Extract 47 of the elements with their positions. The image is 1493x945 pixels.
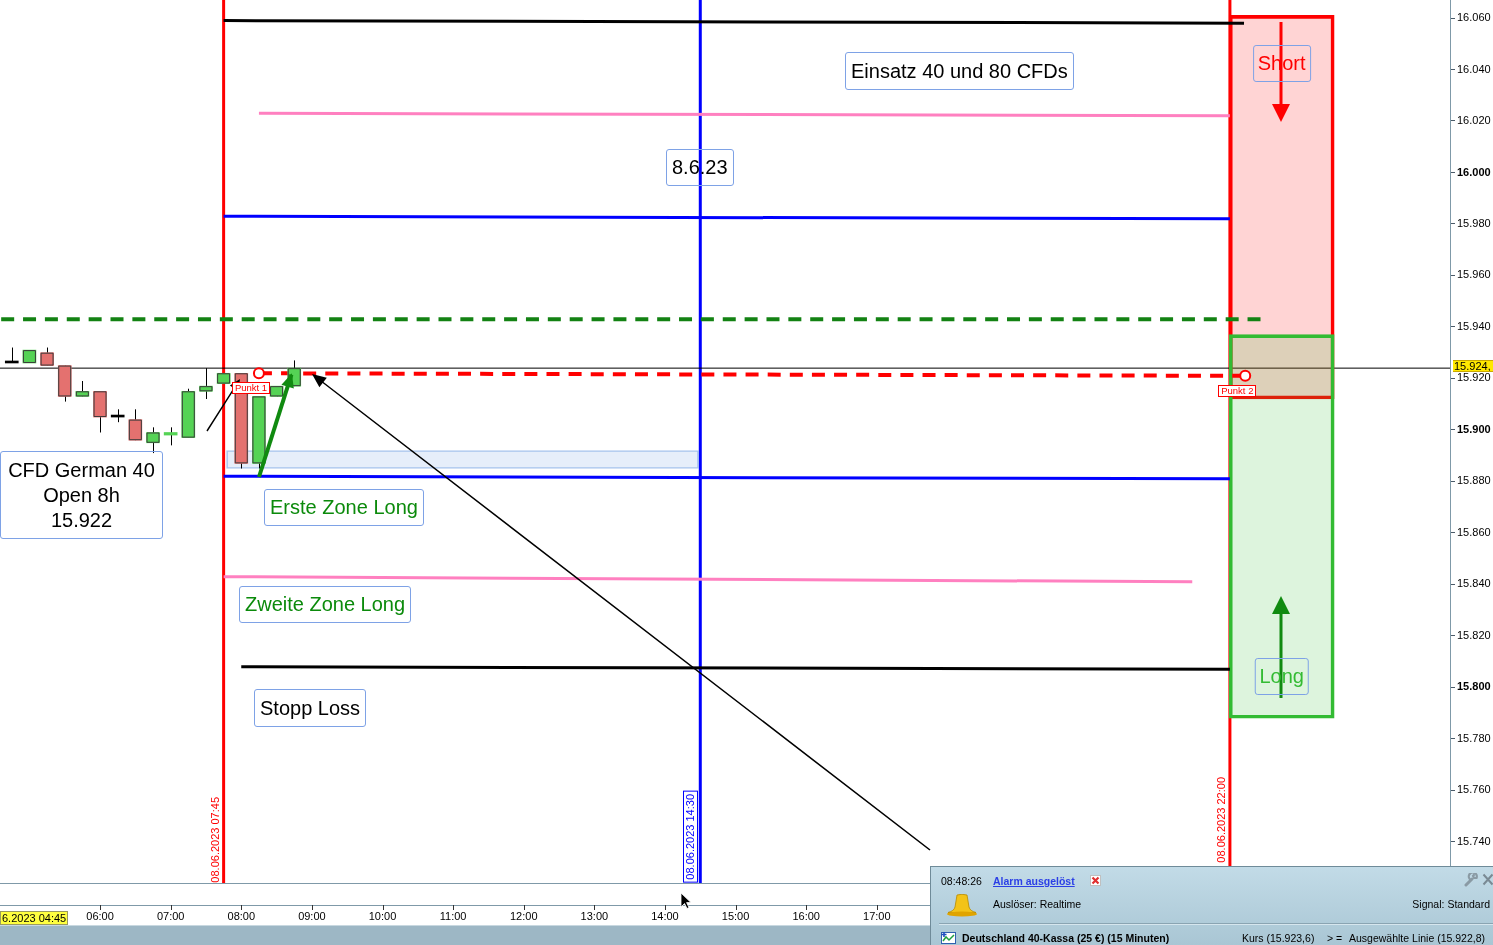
y-tick-label: 15.920 — [1457, 371, 1491, 384]
x-tick-label: 09:00 — [298, 909, 326, 922]
annotation: Punkt 2 — [1218, 384, 1257, 397]
y-tick-label: 15.880 — [1457, 474, 1491, 487]
y-tick-label: 15.860 — [1457, 525, 1491, 538]
annotation: Erste Zone Long — [264, 489, 424, 526]
y-tick-label: 15.900 — [1457, 422, 1491, 435]
annotation: Stopp Loss — [254, 689, 367, 727]
x-tick-label: 11:00 — [439, 909, 467, 922]
x-tick-label: 15:00 — [721, 909, 750, 922]
annotation: 08:48:26 — [941, 875, 982, 888]
x-tick-label: 06:00 — [86, 909, 114, 922]
y-tick-label: 15.980 — [1457, 217, 1491, 229]
x-tick-label: 14:00 — [651, 909, 679, 922]
x-tick-label: 16:00 — [792, 909, 820, 922]
notification-panel: 08:48:26 Alarm ausgelöst Auslöser: Realtime Signal: Standard Deutschland 40-Kassa (25 €) (15 Minuten) Kurs (15.923,6) > = Ausgewählte Linie (15.922,8) — [930, 866, 1493, 945]
ref-line-label: 08.06.2023 14:30 — [683, 791, 699, 883]
y-tick-label: 15.740 — [1457, 834, 1491, 847]
annotation: CFD German 40 Open 8h 15.922 — [0, 451, 163, 539]
x-tick-label: 10:00 — [368, 909, 397, 922]
x-tick-label: 17:00 — [863, 909, 891, 922]
x-tick-label: 07:00 — [156, 909, 185, 922]
y-tick-label: 15.780 — [1457, 731, 1491, 744]
x-tick-label: 13:00 — [580, 909, 609, 922]
annotation: Punkt 1 — [231, 382, 271, 395]
y-tick-label: 15.820 — [1457, 628, 1491, 641]
y-tick-label: 15.840 — [1457, 577, 1491, 590]
y-tick-label: 16.040 — [1457, 62, 1491, 75]
text: 6.2023 04:45 — [0, 911, 69, 925]
annotation: Einsatz 40 und 80 CFDs — [845, 52, 1074, 90]
annotation: Zweite Zone Long — [239, 586, 412, 623]
candlestick — [146, 426, 160, 454]
y-tick-label: 16.020 — [1457, 114, 1491, 127]
annotation: Alarm ausgelöst — [993, 875, 1075, 888]
ref-line-label: 08.06.2023 22:00 — [1214, 777, 1228, 863]
candlestick — [128, 408, 143, 441]
y-tick-label: 16.060 — [1457, 11, 1491, 24]
bar — [226, 450, 699, 469]
y-tick-label: 15.940 — [1457, 319, 1491, 332]
y-tick-label: 15.960 — [1457, 268, 1491, 281]
y-tick-label: 16.000 — [1457, 165, 1491, 178]
y-tick-label: 15.800 — [1457, 680, 1491, 693]
x-tick-label: 12:00 — [509, 909, 538, 922]
ref-line-label: 08.06.2023 07:45 — [208, 797, 222, 883]
ref-line-label: 15.924, — [1453, 360, 1493, 373]
y-tick-label: 15.760 — [1457, 783, 1491, 796]
x-tick-label: 08:00 — [227, 909, 256, 922]
